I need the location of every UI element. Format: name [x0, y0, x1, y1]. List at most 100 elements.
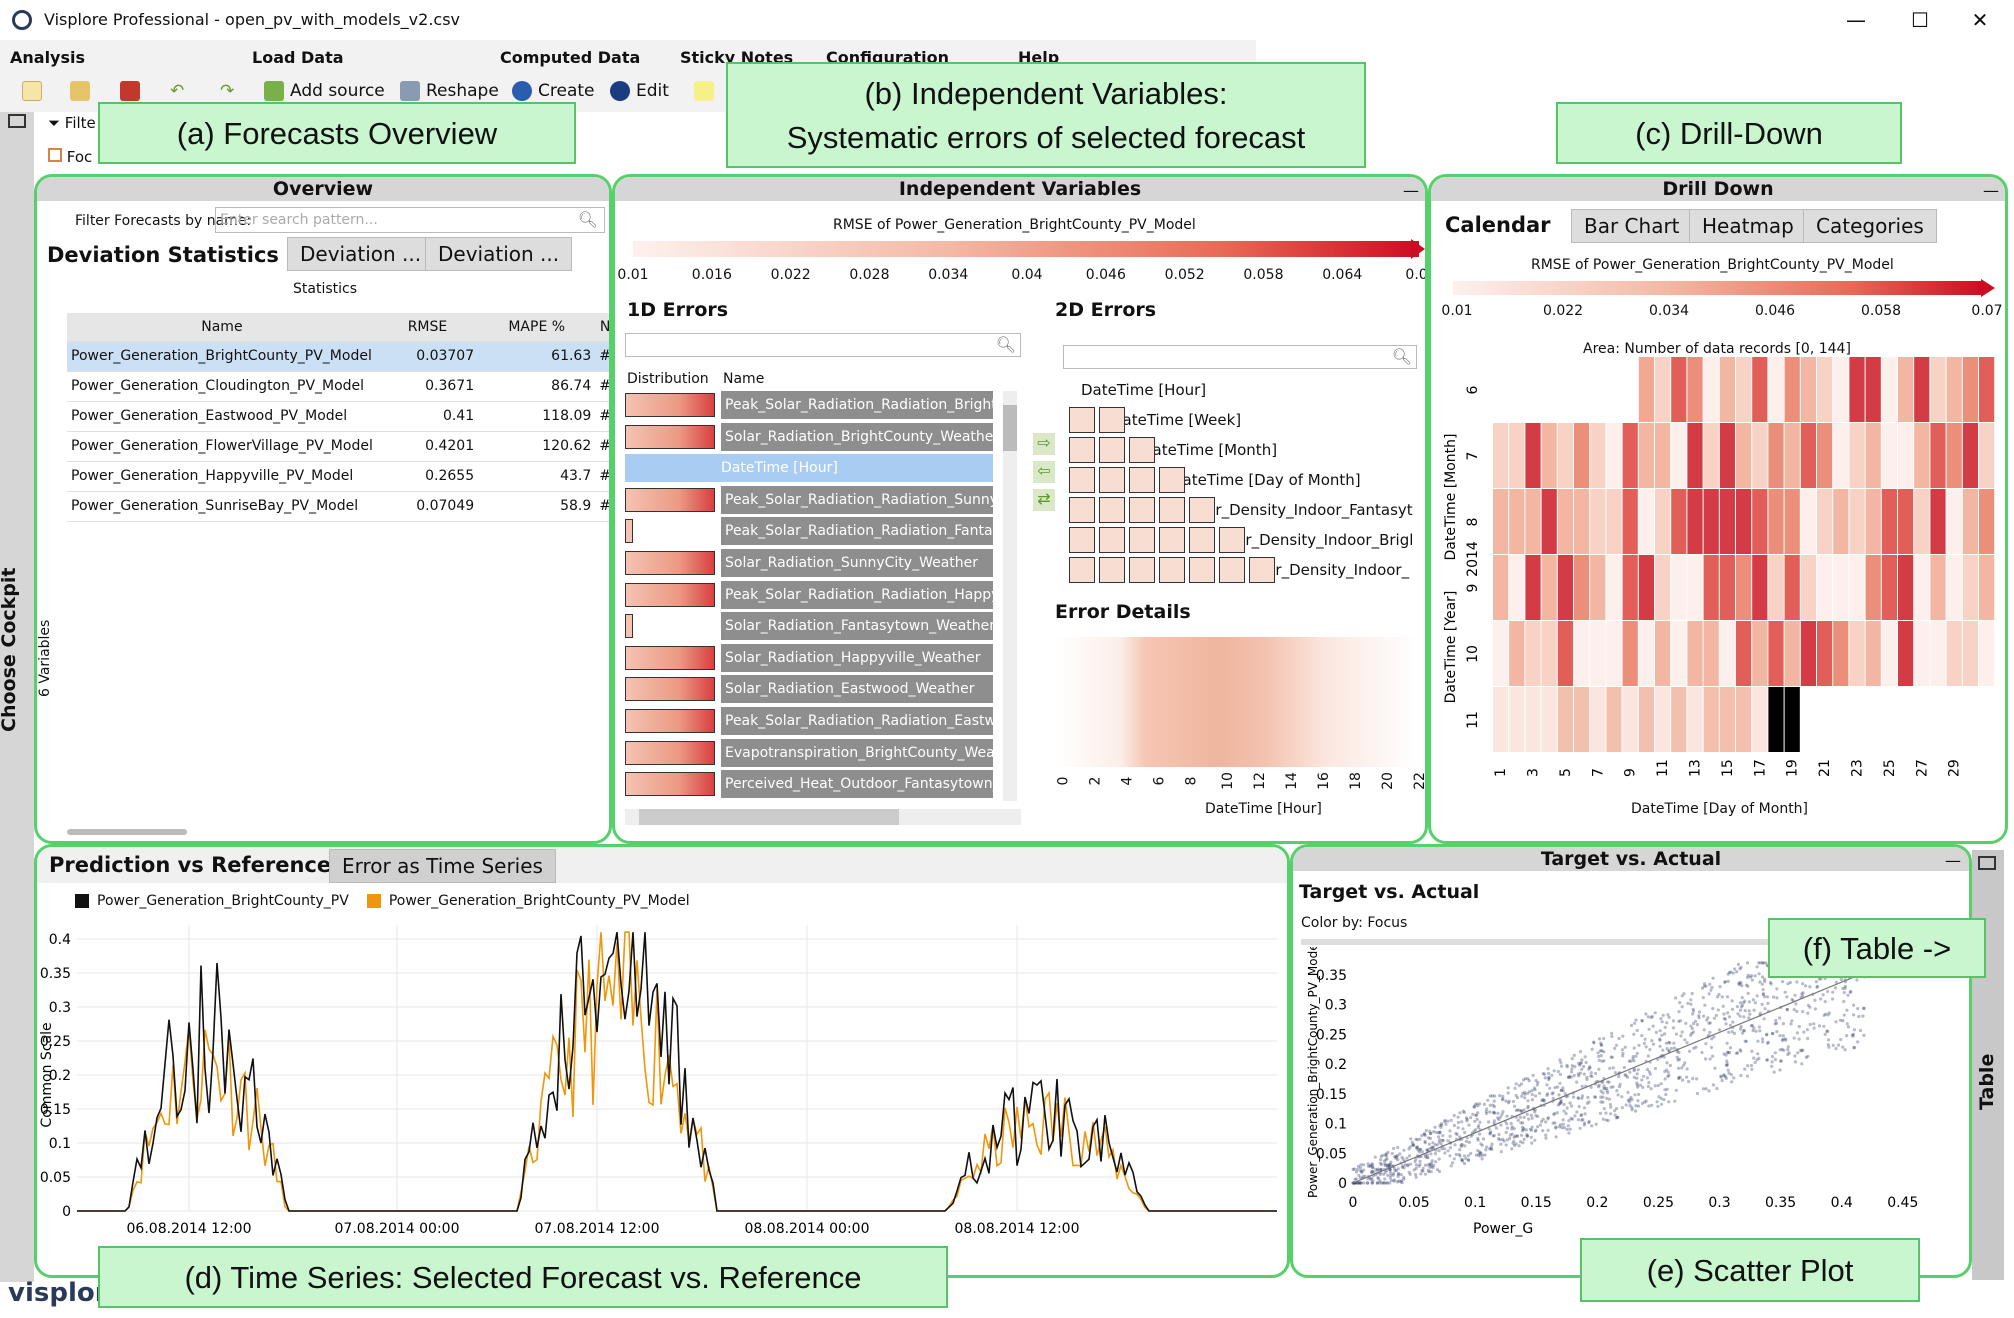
calendar-cell[interactable]	[1525, 687, 1541, 752]
calendar-cell[interactable]	[1914, 423, 1930, 488]
matrix-cell[interactable]	[1219, 527, 1245, 553]
calendar-cell[interactable]	[1898, 489, 1914, 554]
calendar-cell[interactable]	[1898, 423, 1914, 488]
calendar-cell[interactable]	[1784, 687, 1800, 752]
calendar-cell[interactable]	[1590, 489, 1606, 554]
calendar-cell[interactable]	[1541, 621, 1557, 686]
calendar-cell[interactable]	[1703, 555, 1719, 620]
calendar-cell[interactable]	[1849, 357, 1865, 422]
calendar-cell[interactable]	[1898, 621, 1914, 686]
calendar-cell[interactable]	[1800, 621, 1816, 686]
matrix-cell[interactable]	[1189, 497, 1215, 523]
calendar-cell[interactable]	[1590, 357, 1606, 422]
table-row[interactable]: Power_Generation_Cloudington_PV_Model 0.3…	[67, 371, 609, 402]
calendar-cell[interactable]	[1638, 621, 1654, 686]
calendar-cell[interactable]	[1736, 357, 1752, 422]
calendar-cell[interactable]	[1541, 489, 1557, 554]
calendar-cell[interactable]	[1914, 489, 1930, 554]
color-by-label[interactable]: Color by: Focus	[1301, 915, 1408, 931]
calendar-cell[interactable]	[1881, 423, 1897, 488]
matrix-cell[interactable]	[1129, 497, 1155, 523]
calendar-cell[interactable]	[1574, 687, 1590, 752]
list-item[interactable]: Peak_Solar_Radiation_Radiation_Eastwo	[625, 707, 993, 735]
calendar-cell[interactable]	[1703, 687, 1719, 752]
calendar-cell[interactable]	[1979, 621, 1995, 686]
calendar-cell[interactable]	[1752, 687, 1768, 752]
calendar-cell[interactable]	[1865, 687, 1881, 752]
calendar-cell[interactable]	[1979, 687, 1995, 752]
tab-categories[interactable]: Categories	[1803, 209, 1937, 243]
list-item[interactable]: Solar_Radiation_Eastwood_Weather	[625, 675, 993, 704]
list-item[interactable]: Evapotranspiration_BrightCounty_Weat	[625, 738, 993, 767]
calendar-cell[interactable]	[1622, 489, 1638, 554]
matrix-cell[interactable]	[1129, 527, 1155, 553]
calendar-cell[interactable]	[1979, 423, 1995, 488]
calendar-cell[interactable]	[1736, 423, 1752, 488]
calendar-cell[interactable]	[1881, 489, 1897, 554]
calendar-cell[interactable]	[1622, 687, 1638, 752]
calendar-cell[interactable]	[1525, 555, 1541, 620]
create-button[interactable]: Create	[512, 78, 595, 104]
calendar-cell[interactable]	[1622, 555, 1638, 620]
table-strip[interactable]: Table	[1972, 850, 2004, 1280]
table-strip-label[interactable]: Table	[1976, 1053, 1998, 1110]
calendar-cell[interactable]	[1930, 687, 1946, 752]
calendar-cell[interactable]	[1752, 555, 1768, 620]
matrix-cell[interactable]	[1219, 557, 1245, 583]
calendar-cell[interactable]	[1930, 357, 1946, 422]
calendar-cell[interactable]	[1800, 687, 1816, 752]
matrix-cell[interactable]	[1099, 437, 1125, 463]
calendar-cell[interactable]	[1881, 687, 1897, 752]
tab-deviation-2[interactable]: Deviation ...	[287, 237, 435, 271]
calendar-cell[interactable]	[1962, 489, 1978, 554]
calendar-cell[interactable]	[1703, 621, 1719, 686]
calendar-cell[interactable]	[1881, 621, 1897, 686]
calendar-cell[interactable]	[1817, 621, 1833, 686]
calendar-cell[interactable]	[1493, 621, 1509, 686]
calendar-cell[interactable]	[1509, 489, 1525, 554]
calendar-cell[interactable]	[1930, 489, 1946, 554]
matrix-cell[interactable]	[1159, 497, 1185, 523]
calendar-cell[interactable]	[1606, 357, 1622, 422]
matrix-cell[interactable]	[1159, 557, 1185, 583]
calendar-cell[interactable]	[1736, 687, 1752, 752]
calendar-cell[interactable]	[1962, 357, 1978, 422]
calendar-cell[interactable]	[1671, 489, 1687, 554]
calendar-cell[interactable]	[1590, 555, 1606, 620]
calendar-cell[interactable]	[1736, 555, 1752, 620]
col-distribution[interactable]: Distribution	[627, 371, 709, 387]
add-source-button[interactable]: Add source	[264, 78, 385, 104]
calendar-cell[interactable]	[1865, 621, 1881, 686]
calendar-cell[interactable]	[1703, 489, 1719, 554]
calendar-cell[interactable]	[1898, 555, 1914, 620]
calendar-cell[interactable]	[1719, 489, 1735, 554]
calendar-cell[interactable]	[1590, 687, 1606, 752]
calendar-cell[interactable]	[1898, 357, 1914, 422]
matrix-cell[interactable]	[1129, 557, 1155, 583]
edit-button[interactable]: Edit	[610, 78, 669, 104]
calendar-cell[interactable]	[1493, 555, 1509, 620]
calendar-cell[interactable]	[1638, 423, 1654, 488]
calendar-cell[interactable]	[1622, 621, 1638, 686]
matrix-cell[interactable]	[1069, 467, 1095, 493]
calendar-cell[interactable]	[1671, 621, 1687, 686]
calendar-cell[interactable]	[1541, 555, 1557, 620]
calendar-cell[interactable]	[1914, 555, 1930, 620]
calendar-cell[interactable]	[1493, 489, 1509, 554]
minimize-button[interactable]: —	[1846, 8, 1866, 32]
filter-button[interactable]: ⏷ Filte	[48, 114, 96, 132]
calendar-cell[interactable]	[1800, 489, 1816, 554]
calendar-cell[interactable]	[1898, 687, 1914, 752]
menu-analysis[interactable]: Analysis	[10, 48, 86, 67]
calendar-cell[interactable]	[1800, 357, 1816, 422]
calendar-cell[interactable]	[1509, 423, 1525, 488]
calendar-cell[interactable]	[1979, 555, 1995, 620]
panel-minimize-icon[interactable]: —	[1403, 181, 1419, 200]
new-icon[interactable]	[22, 78, 42, 104]
list-item[interactable]: Perceived_Heat_Outdoor_Fantasytown_	[625, 770, 993, 799]
calendar-cell[interactable]	[1930, 621, 1946, 686]
calendar-cell[interactable]	[1946, 423, 1962, 488]
matrix-cell[interactable]	[1159, 467, 1185, 493]
calendar-cell[interactable]	[1849, 489, 1865, 554]
calendar-cell[interactable]	[1655, 555, 1671, 620]
